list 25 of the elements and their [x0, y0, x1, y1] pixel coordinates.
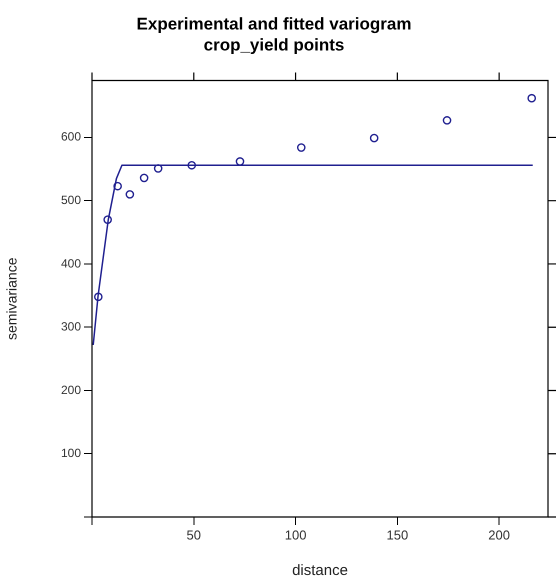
y-tick-label: 600: [60, 130, 82, 144]
point: [442, 116, 452, 125]
x-tick-label: 200: [488, 527, 510, 542]
point: [187, 160, 196, 170]
chart-subtitle: crop_yield points: [204, 36, 344, 55]
x-tick-label: 150: [386, 527, 408, 542]
point: [296, 143, 306, 152]
x-axis-title: distance: [292, 562, 348, 580]
point: [370, 134, 378, 142]
x-tick-label: 100: [284, 527, 306, 542]
y-tick-label: 300: [60, 320, 82, 334]
point: [140, 174, 148, 182]
point: [94, 292, 103, 302]
x-tick-label: 50: [186, 527, 202, 542]
y-tick-label: 100: [60, 446, 82, 460]
point: [154, 164, 162, 173]
y-axis-title: semivariance: [3, 257, 20, 340]
point: [103, 215, 112, 224]
point: [113, 182, 122, 190]
y-tick-label: 200: [60, 382, 82, 397]
y-tick-label: 500: [60, 193, 82, 208]
point: [126, 190, 134, 199]
y-tick-label: 400: [60, 256, 82, 270]
point: [527, 94, 536, 103]
chart-title: Experimental and fitted variogram: [136, 14, 412, 34]
